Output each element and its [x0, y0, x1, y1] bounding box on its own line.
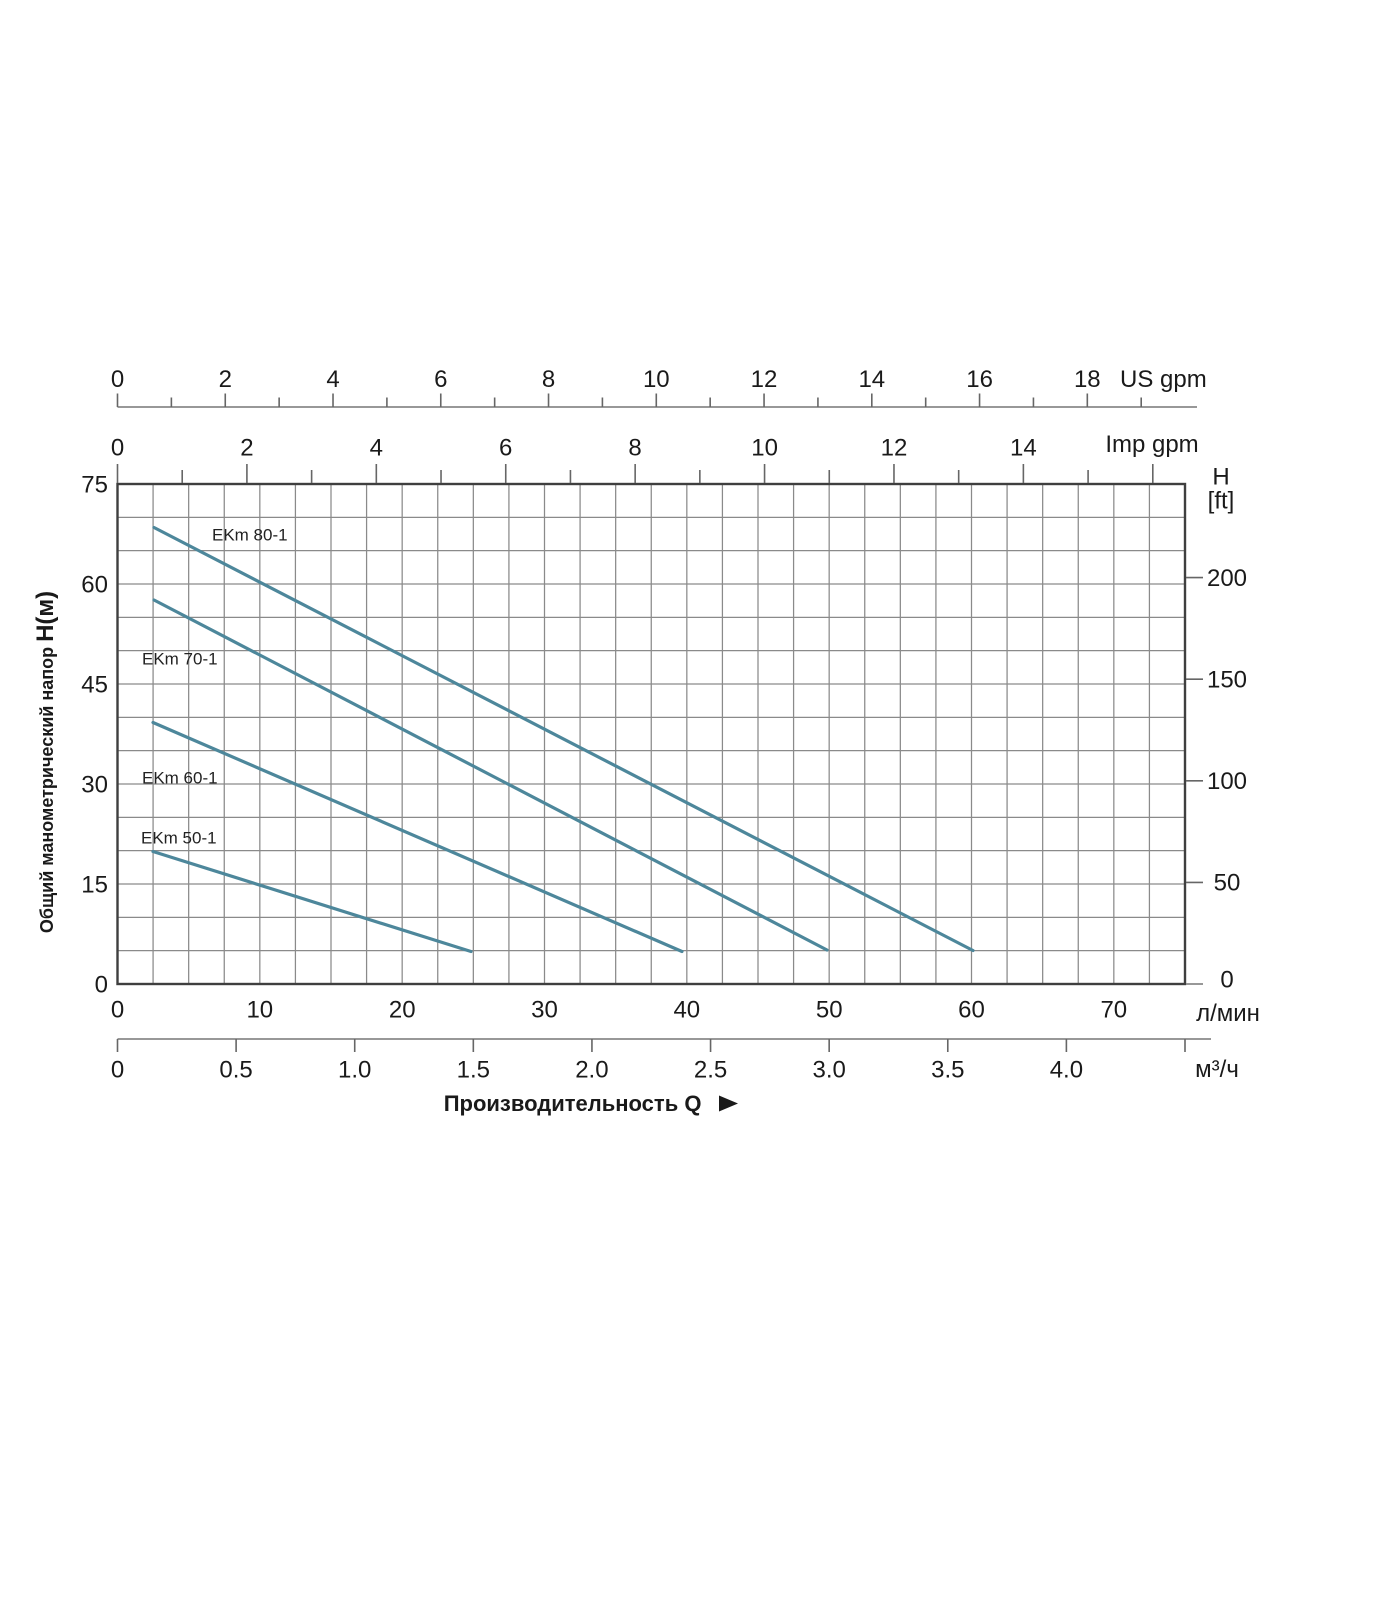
svg-text:45: 45 [81, 671, 108, 698]
svg-text:30: 30 [531, 997, 558, 1024]
svg-text:1.5: 1.5 [457, 1056, 490, 1083]
svg-text:2.5: 2.5 [694, 1056, 727, 1083]
svg-text:12: 12 [881, 434, 908, 461]
svg-text:50: 50 [816, 997, 843, 1024]
svg-text:100: 100 [1207, 768, 1247, 795]
svg-text:0: 0 [111, 366, 124, 393]
svg-text:4: 4 [326, 366, 339, 393]
svg-text:3.5: 3.5 [931, 1056, 964, 1083]
svg-text:Производительность Q: Производительность Q [444, 1091, 702, 1116]
svg-text:0.5: 0.5 [219, 1056, 252, 1083]
svg-text:50: 50 [1214, 870, 1241, 897]
svg-text:EKm 80-1: EKm 80-1 [212, 526, 288, 545]
svg-text:[ft]: [ft] [1208, 487, 1235, 514]
svg-text:16: 16 [966, 366, 993, 393]
svg-text:40: 40 [673, 997, 700, 1024]
svg-text:14: 14 [858, 366, 885, 393]
svg-text:12: 12 [751, 366, 778, 393]
svg-text:10: 10 [751, 434, 778, 461]
svg-text:14: 14 [1010, 434, 1037, 461]
svg-text:H: H [1212, 463, 1229, 490]
svg-text:4.0: 4.0 [1050, 1056, 1083, 1083]
svg-text:10: 10 [246, 997, 273, 1024]
svg-text:3.0: 3.0 [813, 1056, 846, 1083]
svg-text:10: 10 [643, 366, 670, 393]
svg-text:75: 75 [81, 471, 108, 498]
svg-text:0: 0 [111, 1056, 124, 1083]
svg-text:18: 18 [1074, 366, 1101, 393]
svg-text:EKm 60-1: EKm 60-1 [142, 769, 218, 788]
svg-text:60: 60 [958, 997, 985, 1024]
svg-text:EKm 70-1: EKm 70-1 [142, 650, 218, 669]
svg-text:4: 4 [370, 434, 383, 461]
svg-text:2: 2 [240, 434, 253, 461]
svg-text:0: 0 [111, 434, 124, 461]
svg-text:Общий манометрический напор H(: Общий манометрический напор H(м) [32, 591, 59, 933]
svg-text:2: 2 [219, 366, 232, 393]
svg-text:8: 8 [542, 366, 555, 393]
svg-text:60: 60 [81, 571, 108, 598]
svg-text:6: 6 [499, 434, 512, 461]
svg-text:0: 0 [95, 971, 108, 998]
svg-text:6: 6 [434, 366, 447, 393]
svg-text:EKm 50-1: EKm 50-1 [141, 829, 217, 848]
svg-text:200: 200 [1207, 565, 1247, 592]
svg-text:Imp gpm: Imp gpm [1105, 431, 1198, 458]
svg-text:0: 0 [111, 997, 124, 1024]
svg-text:15: 15 [81, 871, 108, 898]
svg-text:US gpm: US gpm [1120, 366, 1207, 393]
svg-text:л/мин: л/мин [1196, 1000, 1260, 1027]
svg-text:2.0: 2.0 [575, 1056, 608, 1083]
svg-text:70: 70 [1100, 997, 1127, 1024]
svg-text:8: 8 [628, 434, 641, 461]
svg-text:1.0: 1.0 [338, 1056, 371, 1083]
svg-text:30: 30 [81, 771, 108, 798]
svg-text:150: 150 [1207, 667, 1247, 694]
svg-text:м³/ч: м³/ч [1195, 1056, 1239, 1083]
svg-text:0: 0 [1220, 966, 1233, 993]
svg-text:20: 20 [389, 997, 416, 1024]
